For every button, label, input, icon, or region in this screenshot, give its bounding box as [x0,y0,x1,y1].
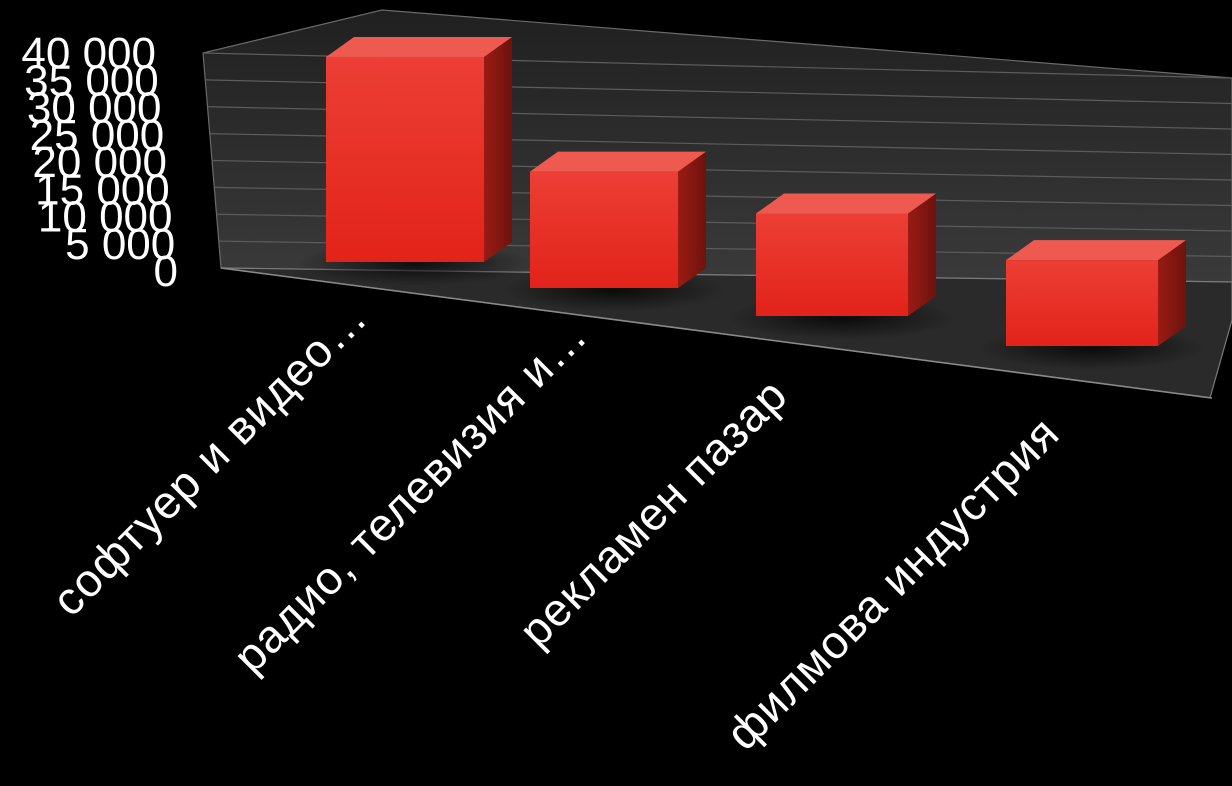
bar-side [1158,240,1186,346]
y-tick-label: 30 000 [27,84,162,133]
y-tick-label: 35 000 [24,56,159,105]
bar-front [326,57,484,262]
bar-top [756,193,936,214]
y-tick-label: 40 000 [21,29,156,78]
y-tick-label: 25 000 [30,111,165,160]
x-category-label: рекламен пазар [509,368,797,656]
bars [296,37,1206,370]
bar-front [1006,260,1158,346]
bar-side [484,37,512,262]
bar-top [1006,240,1186,261]
bar [296,37,534,286]
chart-floor-front-edge [220,267,1213,399]
bar-front [756,213,908,316]
bar [728,193,956,340]
bar-side [908,193,936,316]
y-tick-label: 10 000 [38,193,173,242]
bar-side [678,151,706,288]
x-axis-labels: софтуер и видео…радио, телевизия и…рекла… [41,290,1069,759]
y-tick-label: 5 000 [65,220,175,269]
y-tick-label: 0 [154,247,178,296]
bar-top [326,37,512,57]
y-tick-label: 20 000 [32,138,167,187]
y-tick-label: 15 000 [35,165,170,214]
x-category-label: филмова индустрия [716,406,1069,759]
bar-front [530,171,678,288]
bar-top [530,151,706,172]
bar [503,151,725,312]
bar [978,240,1206,370]
